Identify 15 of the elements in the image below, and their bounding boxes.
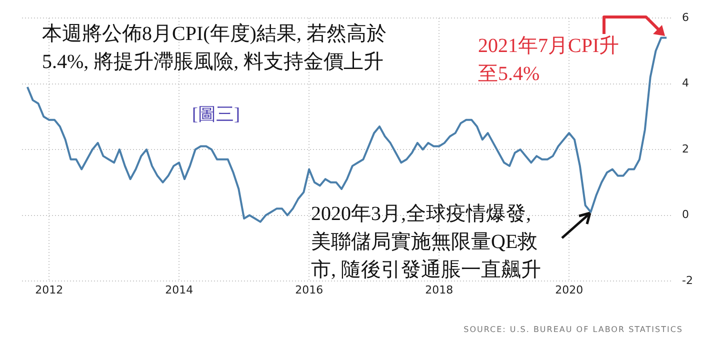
annotation: 2020年3月,全球疫情爆發,美聯儲局實施無限量QE救市, 隨後引發通脹一直飆升: [311, 202, 542, 283]
y-tick-label: 0: [682, 208, 689, 222]
annotation: 2021年7月CPI升至5.4%: [478, 34, 620, 87]
text: 本週將公佈8月CPI(年度)結果, 若然高於 5.4%, 將提升滯脹風險, 料支持金價上升: [42, 22, 386, 75]
y-tick-label: 6: [682, 10, 689, 24]
y-tick-label: -2: [682, 274, 693, 287]
source-note: SOURCE: U.S. BUREAU OF LABOR STATISTICS: [464, 324, 683, 336]
annotation: [圖三]: [192, 103, 240, 126]
x-tick-label: 2018: [425, 283, 454, 296]
x-tick-label: 2016: [295, 283, 324, 296]
x-tick-label: 2012: [35, 283, 64, 296]
y-tick-label: 2: [682, 142, 689, 156]
x-tick-label: 2014: [165, 283, 194, 296]
x-tick-label: 2020: [555, 283, 584, 296]
y-tick-label: 4: [682, 76, 689, 90]
